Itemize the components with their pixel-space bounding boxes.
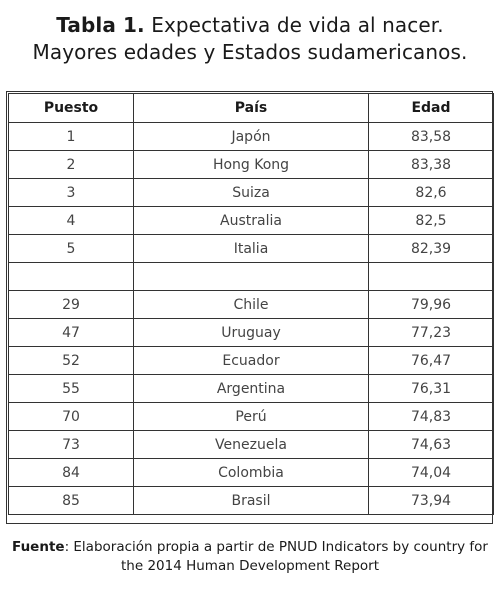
table-row: 73 Venezuela 74,63 (8, 430, 494, 459)
cell-edad: 82,5 (368, 206, 494, 235)
cell-pais: Brasil (133, 486, 369, 515)
cell-puesto: 73 (8, 430, 134, 459)
cell-pais: Venezuela (133, 430, 369, 459)
cell-pais: Japón (133, 122, 369, 151)
source-note-line-2: the 2014 Human Development Report (121, 558, 379, 574)
cell-edad: 83,58 (368, 122, 494, 151)
cell-puesto: 4 (8, 206, 134, 235)
source-text: : Elaboración propia a partir de PNUD In… (64, 539, 488, 555)
table-row: 55 Argentina 76,31 (8, 374, 494, 403)
life-expectancy-table: Puesto País Edad 1 Japón 83,58 2 Hong Kong 8… (8, 93, 494, 515)
cell-pais: Uruguay (133, 318, 369, 347)
cell-pais: Colombia (133, 458, 369, 487)
source-label: Fuente (12, 539, 65, 555)
cell-edad (368, 262, 494, 291)
table-container: Puesto País Edad 1 Japón 83,58 2 Hong Kong 8… (8, 93, 494, 515)
table-row: 29 Chile 79,96 (8, 290, 494, 319)
cell-pais: Italia (133, 234, 369, 263)
cell-puesto: 55 (8, 374, 134, 403)
table-title-line-1: Tabla 1. Expectativa de vida al nacer. (0, 12, 500, 39)
cell-edad: 76,47 (368, 346, 494, 375)
cell-edad: 73,94 (368, 486, 494, 515)
cell-pais: Perú (133, 402, 369, 431)
cell-puesto: 85 (8, 486, 134, 515)
source-note-line-1: Fuente: Elaboración propia a partir de P… (0, 538, 500, 557)
cell-edad: 83,38 (368, 150, 494, 179)
cell-puesto: 29 (8, 290, 134, 319)
header-puesto: Puesto (8, 93, 134, 123)
cell-puesto: 3 (8, 178, 134, 207)
cell-pais: Hong Kong (133, 150, 369, 179)
table-title-text: Expectativa de vida al nacer. (151, 13, 444, 37)
cell-puesto: 5 (8, 234, 134, 263)
cell-puesto: 1 (8, 122, 134, 151)
table-header-row: Puesto País Edad (8, 93, 494, 123)
table-subtitle: Mayores edades y Estados sudamericanos. (32, 40, 468, 64)
table-row: 4 Australia 82,5 (8, 206, 494, 235)
table-row: 47 Uruguay 77,23 (8, 318, 494, 347)
cell-puesto: 52 (8, 346, 134, 375)
header-edad: Edad (368, 93, 494, 123)
table-row: 2 Hong Kong 83,38 (8, 150, 494, 179)
table-row-spacer (8, 262, 494, 291)
table-row: 3 Suiza 82,6 (8, 178, 494, 207)
table-number-label: Tabla 1. (56, 13, 145, 37)
cell-edad: 74,04 (368, 458, 494, 487)
table-title: Tabla 1. Expectativa de vida al nacer. M… (0, 12, 500, 66)
cell-edad: 77,23 (368, 318, 494, 347)
cell-pais (133, 262, 369, 291)
table-row: 1 Japón 83,58 (8, 122, 494, 151)
table-row: 5 Italia 82,39 (8, 234, 494, 263)
table-row: 52 Ecuador 76,47 (8, 346, 494, 375)
cell-edad: 74,83 (368, 402, 494, 431)
cell-pais: Australia (133, 206, 369, 235)
cell-puesto (8, 262, 134, 291)
table-body: 1 Japón 83,58 2 Hong Kong 83,38 3 Suiza 82,6 4… (8, 122, 494, 515)
cell-puesto: 70 (8, 402, 134, 431)
table-row: 84 Colombia 74,04 (8, 458, 494, 487)
table-row: 70 Perú 74,83 (8, 402, 494, 431)
cell-edad: 74,63 (368, 430, 494, 459)
cell-edad: 76,31 (368, 374, 494, 403)
cell-edad: 82,6 (368, 178, 494, 207)
table-row: 85 Brasil 73,94 (8, 486, 494, 515)
cell-pais: Chile (133, 290, 369, 319)
cell-pais: Ecuador (133, 346, 369, 375)
header-pais: País (133, 93, 369, 123)
cell-puesto: 47 (8, 318, 134, 347)
cell-pais: Suiza (133, 178, 369, 207)
cell-pais: Argentina (133, 374, 369, 403)
source-note: Fuente: Elaboración propia a partir de P… (0, 538, 500, 576)
cell-edad: 79,96 (368, 290, 494, 319)
cell-puesto: 84 (8, 458, 134, 487)
cell-edad: 82,39 (368, 234, 494, 263)
cell-puesto: 2 (8, 150, 134, 179)
